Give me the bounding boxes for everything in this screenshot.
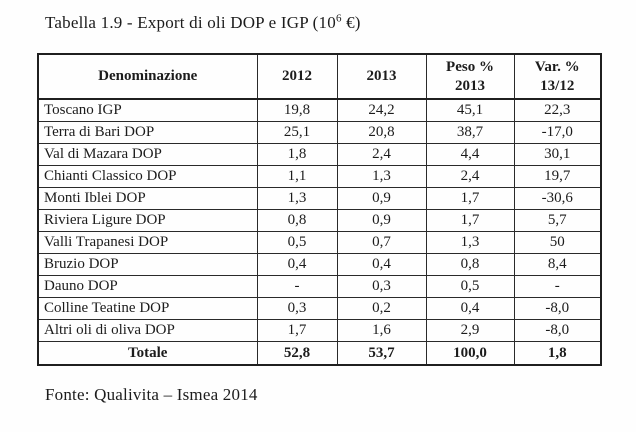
- cell-peso-pct-2013: 2,9: [425, 319, 515, 342]
- cell-var-pct-13-12: -8,0: [513, 297, 602, 320]
- header-line: Var. %: [534, 58, 580, 75]
- cell-2012: -: [256, 275, 338, 298]
- cell-var-pct-13-12: -8,0: [513, 319, 602, 342]
- cell-peso-pct-2013: 1,7: [425, 209, 515, 232]
- cell-2013: 1,6: [336, 319, 427, 342]
- cell-denominazione: Terra di Bari DOP: [37, 121, 258, 144]
- cell-2012: 0,3: [256, 297, 338, 320]
- header-line: 13/12: [540, 77, 575, 94]
- cell-var-pct-13-12: 19,7: [513, 165, 602, 188]
- cell-2012: 0,5: [256, 231, 338, 254]
- cell-2013: 0,4: [336, 253, 427, 276]
- cell-2013: 2,4: [336, 143, 427, 166]
- cell-var-pct-13-12: 30,1: [513, 143, 602, 166]
- cell-2013: 0,2: [336, 297, 427, 320]
- cell-2013: 0,9: [336, 209, 427, 232]
- cell-var-pct-13-12: 5,7: [513, 209, 602, 232]
- cell-2012: 52,8: [256, 341, 338, 366]
- cell-denominazione: Valli Trapanesi DOP: [37, 231, 258, 254]
- cell-denominazione: Dauno DOP: [37, 275, 258, 298]
- table-title-suffix: €): [341, 13, 361, 32]
- cell-peso-pct-2013: 45,1: [425, 98, 515, 122]
- table-row: Colline Teatine DOP 0,3 0,2 0,4 -8,0: [37, 297, 602, 320]
- header-line: Denominazione: [98, 68, 198, 84]
- cell-2012: 0,8: [256, 209, 338, 232]
- cell-2013: 0,7: [336, 231, 427, 254]
- table-row: Bruzio DOP 0,4 0,4 0,8 8,4: [37, 253, 602, 276]
- cell-peso-pct-2013: 100,0: [425, 341, 515, 366]
- cell-2012: 1,8: [256, 143, 338, 166]
- header-cell-2012: 2012: [256, 53, 338, 100]
- table-row: Dauno DOP -0,3 0,5-: [37, 275, 602, 298]
- cell-denominazione: Riviera Ligure DOP: [37, 209, 258, 232]
- cell-2012: 19,8: [256, 98, 338, 122]
- table-title-exponent: 6: [335, 12, 342, 25]
- cell-peso-pct-2013: 38,7: [425, 121, 515, 144]
- cell-2012: 1,7: [256, 319, 338, 342]
- cell-peso-pct-2013: 0,8: [425, 253, 515, 276]
- cell-2013: 24,2: [336, 98, 427, 122]
- cell-var-pct-13-12: 22,3: [513, 98, 602, 122]
- cell-peso-pct-2013: 2,4: [425, 165, 515, 188]
- cell-denominazione: Monti Iblei DOP: [37, 187, 258, 210]
- header-line: 2013: [366, 68, 397, 84]
- cell-2012: 1,1: [256, 165, 338, 188]
- cell-var-pct-13-12: 50: [513, 231, 602, 254]
- export-oli-dop-igp-table: Denominazione 2012 2013 Peso % 2013 Var. % 13/…: [37, 53, 602, 366]
- source-note: Fonte: Qualivita – Ismea 2014: [45, 385, 258, 404]
- cell-2013: 1,3: [336, 165, 427, 188]
- cell-2012: 0,4: [256, 253, 338, 276]
- table-row: Valli Trapanesi DOP 0,5 0,7 1,3 50: [37, 231, 602, 254]
- table-row: Altri oli di oliva DOP 1,7 1,6 2,9 -8,0: [37, 319, 602, 342]
- table-row: Monti Iblei DOP 1,3 0,9 1,7 -30,6: [37, 187, 602, 210]
- cell-denominazione: Colline Teatine DOP: [37, 297, 258, 320]
- cell-denominazione: Chianti Classico DOP: [37, 165, 258, 188]
- table-row: Terra di Bari DOP 25,1 20,8 38,7 -17,0: [37, 121, 602, 144]
- cell-denominazione: Bruzio DOP: [37, 253, 258, 276]
- cell-denominazione: Toscano IGP: [37, 98, 258, 122]
- cell-denominazione: Totale: [37, 341, 258, 366]
- header-line: 2013: [455, 77, 485, 94]
- header-line: 2012: [282, 68, 312, 84]
- table-header: Denominazione 2012 2013 Peso % 2013 Var. % 13/…: [37, 53, 602, 100]
- cell-2013: 53,7: [336, 341, 427, 366]
- table-row: Riviera Ligure DOP 0,8 0,9 1,7 5,7: [37, 209, 602, 232]
- cell-2013: 0,9: [336, 187, 427, 210]
- header-line: Peso %: [446, 58, 494, 75]
- cell-peso-pct-2013: 4,4: [425, 143, 515, 166]
- table-row: Chianti Classico DOP 1,1 1,3 2,4 19,7: [37, 165, 602, 188]
- cell-var-pct-13-12: -17,0: [513, 121, 602, 144]
- cell-peso-pct-2013: 0,5: [425, 275, 515, 298]
- header-cell-var-pct-13-12: Var. % 13/12: [513, 53, 602, 100]
- cell-2012: 25,1: [256, 121, 338, 144]
- cell-var-pct-13-12: 1,8: [513, 341, 602, 366]
- cell-2012: 1,3: [256, 187, 338, 210]
- cell-peso-pct-2013: 1,7: [425, 187, 515, 210]
- cell-peso-pct-2013: 1,3: [425, 231, 515, 254]
- cell-2013: 20,8: [336, 121, 427, 144]
- table-title: Tabella 1.9 - Export di oli DOP e IGP (1…: [45, 13, 361, 33]
- total-row: Totale 52,8 53,7 100,0 1,8: [37, 341, 602, 366]
- cell-2013: 0,3: [336, 275, 427, 298]
- table-body: Toscano IGP 19,8 24,2 45,1 22,3 Terra di Bari…: [37, 98, 602, 366]
- cell-denominazione: Altri oli di oliva DOP: [37, 319, 258, 342]
- cell-denominazione: Val di Mazara DOP: [37, 143, 258, 166]
- header-cell-peso-pct-2013: Peso % 2013: [425, 53, 515, 100]
- cell-var-pct-13-12: -: [513, 275, 602, 298]
- cell-var-pct-13-12: 8,4: [513, 253, 602, 276]
- header-cell-2013: 2013: [336, 53, 427, 100]
- header-row: Denominazione 2012 2013 Peso % 2013 Var. % 13/…: [37, 53, 602, 100]
- header-cell-denominazione: Denominazione: [37, 53, 258, 100]
- table-row: Val di Mazara DOP 1,8 2,4 4,4 30,1: [37, 143, 602, 166]
- table-title-text: Tabella 1.9 - Export di oli DOP e IGP (1…: [45, 13, 336, 32]
- cell-var-pct-13-12: -30,6: [513, 187, 602, 210]
- cell-peso-pct-2013: 0,4: [425, 297, 515, 320]
- table-row: Toscano IGP 19,8 24,2 45,1 22,3: [37, 98, 602, 122]
